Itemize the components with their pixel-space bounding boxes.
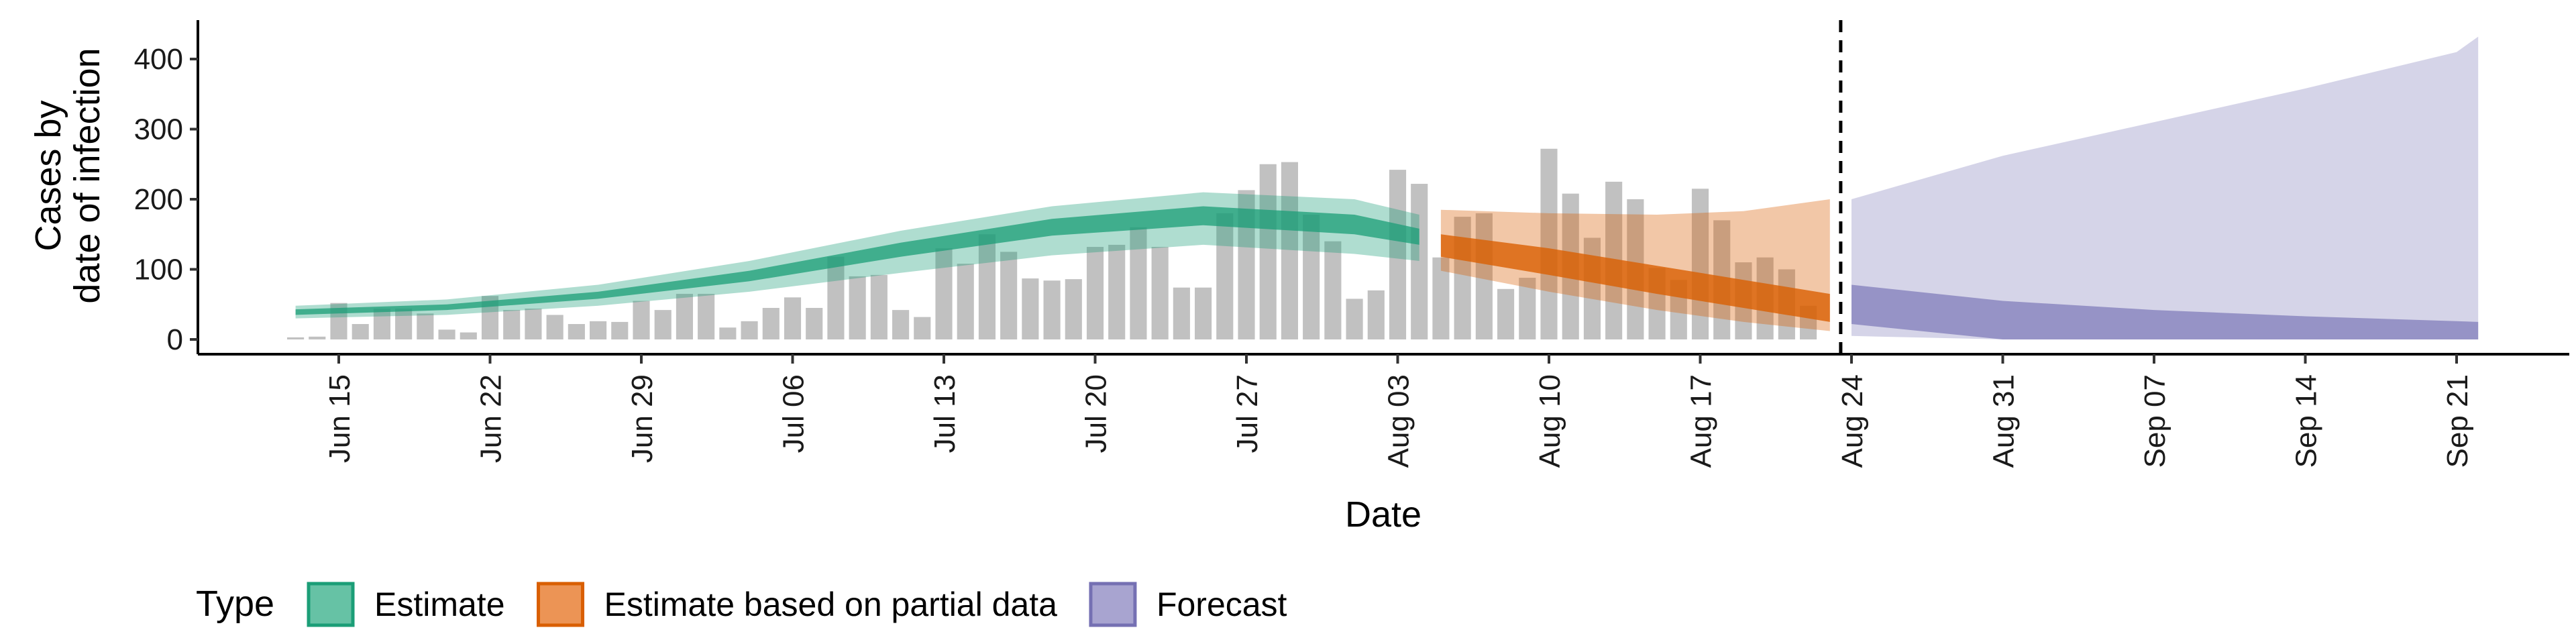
x-tick-label: Aug 17 [1685,374,1718,468]
reported-case-bar [503,310,521,339]
x-tick-label: Aug 10 [1534,374,1566,468]
forecast-50-band [1851,284,2479,339]
reported-case-bar [676,294,693,339]
reported-case-bar [395,309,413,339]
reported-case-bar [417,313,434,339]
reported-case-bar [1303,214,1320,339]
reported-case-bar [827,256,845,339]
x-tick-label: Jun 22 [475,374,508,463]
y-axis-title-line-2: date of infection [67,48,107,303]
x-tick-label: Aug 03 [1383,374,1415,468]
reported-case-bar [870,274,888,339]
reported-case-bar [1195,287,1212,339]
x-tick-label: Sep 21 [2441,374,2474,468]
reported-case-bar [546,315,564,339]
reported-case-bar [1043,280,1061,339]
reported-case-bar [611,321,629,340]
reported-case-bar [762,307,780,339]
y-axis-title-line-1: Cases by [28,100,68,251]
reported-case-bar [590,321,607,339]
reported-case-bar [935,248,953,339]
reported-case-bar [1519,278,1536,339]
reported-case-bar [438,329,455,339]
reported-case-bar [719,327,737,340]
reported-case-bar [806,307,823,339]
x-tick-label: Aug 24 [1836,374,1869,468]
reported-case-bar [892,310,910,339]
reported-case-bar [1432,257,1450,339]
estimate-based-on-partial-data-50-band [1440,234,1830,322]
plot-area [287,20,2479,354]
legend-label-estimate: Estimate [374,586,505,623]
reported-case-bar [1108,244,1126,339]
reported-case-bar [309,336,326,339]
legend-title: Type [196,584,274,624]
reported-case-bar [1086,247,1104,339]
x-axis-ticks: Jun 15 Jun 22 Jun 29 Jul 06 Jul 13 Jul 20 Jul … [323,354,2474,468]
reported-case-bar [1367,290,1385,339]
reported-case-bar [698,294,715,339]
x-tick-label: Sep 14 [2290,374,2323,468]
reported-case-bar [1411,184,1428,339]
x-tick-label: Jun 29 [626,374,659,463]
reported-case-bar [352,324,369,339]
reported-case-bar [1389,170,1407,339]
reported-case-bar [287,337,305,339]
reported-case-bar [1281,162,1298,339]
legend-swatch-estimate-based-on-partial-data [537,582,585,627]
reported-case-bar [633,301,650,339]
x-tick-label: Jul 06 [777,374,810,453]
reported-case-bar [460,332,477,339]
reported-case-bar [957,264,974,339]
reported-case-bar [1475,213,1493,339]
reported-case-bar [1151,247,1169,339]
estimate-50-band [295,206,1419,315]
reported-case-bar [1000,252,1018,340]
reported-case-bar [1065,279,1082,339]
x-tick-label: Jul 20 [1080,374,1113,453]
legend: Type Estimate Estimate based on partial d… [196,582,1287,627]
x-axis-title: Date [1345,494,1421,535]
y-axis-title: Cases by date of infection [28,48,107,303]
legend-swatch-estimate [307,582,355,627]
x-tick-label: Jul 13 [928,374,961,453]
y-tick-label: 300 [134,113,183,146]
y-tick-label: 0 [167,323,183,356]
reported-case-bar [914,317,931,339]
reported-case-bar [1540,148,1558,339]
reported-case-bar [1130,227,1147,339]
reported-case-bar [1691,189,1709,339]
y-tick-label: 200 [134,183,183,216]
reported-case-bar [784,297,802,339]
y-tick-label: 400 [134,43,183,76]
x-tick-label: Aug 31 [1988,374,2021,468]
reported-case-bar [741,321,758,339]
legend-label-forecast: Forecast [1157,586,1287,623]
reported-case-bar [1324,241,1342,339]
reported-case-bar [1497,288,1515,339]
reported-case-bar [654,310,672,339]
forecast-90-band [1851,36,2479,339]
reported-case-bar [1173,287,1190,339]
y-tick-label: 100 [134,254,183,286]
x-tick-label: Sep 07 [2139,374,2171,468]
legend-swatch-forecast [1089,582,1137,627]
legend-label-estimate-based-on-partial-data: Estimate based on partial data [604,586,1058,623]
reported-case-bar [373,309,390,339]
reported-case-bar [1259,164,1277,339]
x-tick-label: Jul 27 [1231,374,1264,453]
reported-case-bar [1216,213,1234,339]
reported-case-bar [849,276,866,339]
reported-case-bar [1022,278,1039,339]
reported-case-bar [978,234,996,339]
x-tick-label: Jun 15 [323,374,356,463]
y-axis-ticks: 0 100 200 300 400 [134,43,198,356]
reported-case-bar [568,324,585,339]
reported-case-bar [1346,299,1363,339]
reported-case-bar [525,309,542,339]
estimate-ribbons [295,36,2479,339]
